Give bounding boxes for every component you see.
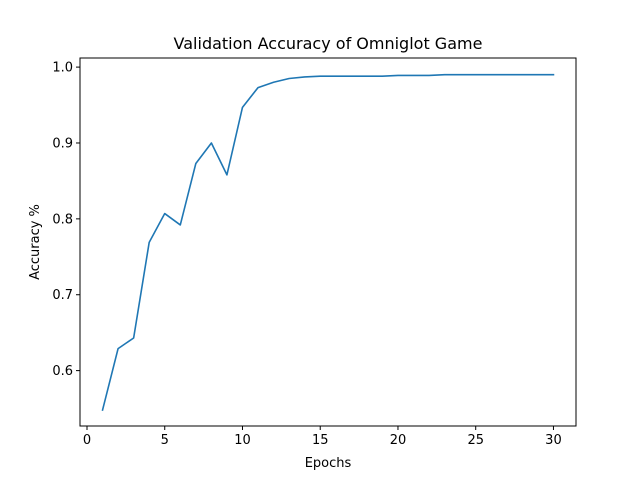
y-tick-label: 0.9 [52,136,73,151]
x-tick-label: 30 [545,433,562,448]
y-tick-label: 1.0 [52,61,73,76]
x-tick-label: 10 [234,433,251,448]
y-axis-title: Accuracy % [28,204,43,280]
y-tick-label: 0.8 [52,212,73,227]
plot-frame [79,57,577,427]
series-layer [101,73,555,412]
series-line [101,73,555,412]
x-tick-label: 0 [83,433,91,448]
x-tick-label: 5 [161,433,169,448]
x-axis-title: Epochs [305,456,352,471]
axes [79,57,577,427]
chart-title: Validation Accuracy of Omniglot Game [174,34,483,53]
x-axis-ticks: 0 5 10 15 20 25 30 [83,426,562,448]
y-axis-ticks: 0.6 0.7 0.8 0.9 1.0 [52,61,80,379]
y-tick-label: 0.6 [52,364,73,379]
y-tick-label: 0.7 [52,288,73,303]
x-tick-label: 15 [312,433,329,448]
x-tick-label: 20 [390,433,407,448]
x-tick-label: 25 [467,433,484,448]
